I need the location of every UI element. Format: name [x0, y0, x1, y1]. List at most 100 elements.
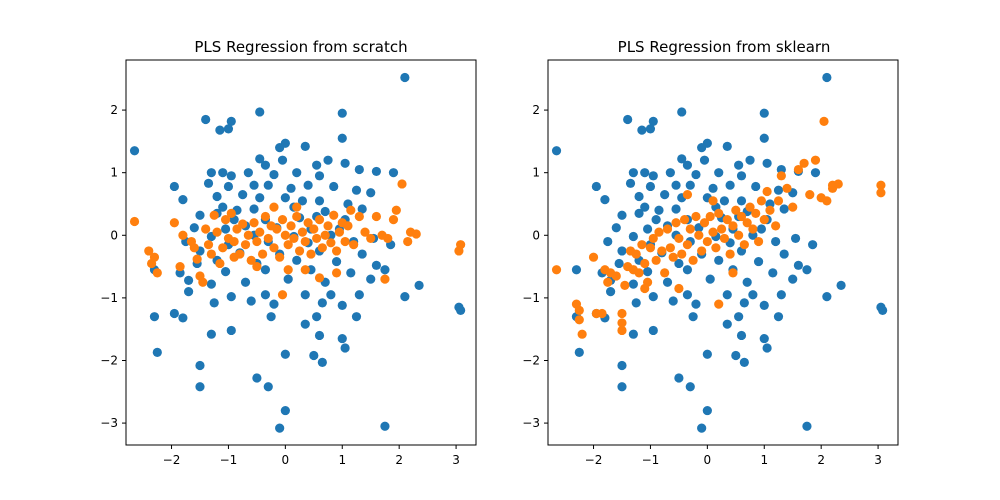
- data-point: [691, 299, 701, 309]
- data-point: [340, 343, 350, 353]
- data-point: [357, 204, 367, 214]
- data-point: [793, 260, 804, 270]
- data-point: [203, 240, 214, 250]
- data-point: [152, 268, 162, 278]
- data-point: [679, 215, 690, 225]
- data-point: [645, 124, 656, 134]
- data-point: [739, 298, 749, 308]
- data-point: [611, 271, 621, 281]
- data-point: [714, 255, 724, 265]
- data-point: [323, 221, 333, 231]
- data-point: [226, 116, 236, 126]
- y-tick-label: 0: [532, 228, 540, 242]
- data-point: [223, 124, 234, 134]
- data-point: [714, 299, 724, 309]
- data-point: [309, 224, 319, 234]
- data-point: [178, 230, 188, 240]
- data-point: [252, 261, 262, 272]
- data-point: [320, 230, 330, 240]
- data-point: [383, 233, 393, 244]
- data-point: [380, 265, 390, 275]
- panel-sklearn: PLS Regression from sklearn −2 −1 0 1 2 3−3−2…: [522, 38, 899, 467]
- data-point: [294, 246, 305, 256]
- data-point: [574, 347, 584, 357]
- x-tick-label: 3: [452, 453, 460, 467]
- data-point: [714, 208, 724, 218]
- data-point: [705, 211, 715, 222]
- data-point: [340, 158, 350, 168]
- data-point: [617, 360, 627, 371]
- data-point: [337, 133, 347, 143]
- data-point: [822, 292, 832, 302]
- data-point: [688, 255, 698, 265]
- data-point: [226, 292, 236, 302]
- data-point: [551, 146, 562, 156]
- data-point: [674, 373, 684, 383]
- data-point: [725, 249, 735, 259]
- data-point: [753, 236, 764, 247]
- data-point: [722, 215, 732, 225]
- data-point: [685, 382, 695, 392]
- data-point: [184, 275, 194, 285]
- data-point: [697, 246, 707, 256]
- data-point: [169, 218, 179, 228]
- data-point: [719, 196, 730, 206]
- data-point: [218, 168, 228, 178]
- panel-scratch: PLS Regression from scratch −2 −1 0 1 2 3−3−2…: [100, 38, 477, 467]
- data-point: [403, 236, 413, 247]
- data-point: [218, 243, 228, 253]
- data-point: [243, 168, 253, 178]
- data-point: [634, 208, 644, 218]
- x-tick-label: 1: [338, 453, 346, 467]
- data-point: [292, 168, 302, 178]
- data-point: [625, 178, 636, 188]
- data-point: [697, 423, 707, 433]
- data-point: [600, 195, 610, 205]
- x-tick-label: 0: [704, 453, 712, 467]
- data-point: [762, 343, 772, 353]
- data-point: [637, 125, 647, 135]
- data-point: [822, 72, 832, 83]
- data-point: [226, 208, 236, 218]
- x-tick-label: 3: [874, 453, 882, 467]
- data-point: [178, 195, 188, 205]
- data-point: [691, 211, 701, 222]
- data-point: [277, 215, 288, 225]
- data-point: [198, 277, 208, 287]
- data-point: [711, 243, 721, 253]
- data-point: [414, 280, 424, 290]
- data-point: [682, 160, 693, 170]
- data-point: [388, 215, 399, 225]
- data-point: [836, 280, 846, 290]
- y-tick-label: −1: [100, 291, 118, 305]
- data-point: [657, 246, 667, 256]
- data-point: [201, 114, 211, 125]
- data-point: [300, 141, 310, 151]
- data-point: [734, 160, 744, 170]
- data-point: [742, 218, 752, 228]
- data-point: [275, 252, 285, 262]
- data-point: [149, 252, 160, 262]
- data-point: [623, 114, 633, 125]
- data-point: [303, 218, 313, 228]
- data-point: [753, 256, 764, 267]
- data-point: [195, 210, 205, 220]
- data-point: [306, 249, 316, 259]
- data-point: [280, 349, 290, 359]
- data-point: [736, 330, 747, 341]
- data-point: [694, 230, 704, 240]
- data-point: [634, 191, 644, 202]
- data-point: [677, 154, 687, 164]
- data-point: [169, 308, 179, 319]
- data-point: [591, 181, 601, 192]
- data-point: [651, 255, 661, 265]
- data-point: [269, 202, 279, 212]
- scatter-series: [551, 116, 886, 339]
- x-tick-label: −2: [163, 453, 181, 467]
- y-tick-label: 1: [532, 166, 540, 180]
- data-point: [771, 221, 781, 231]
- data-point: [648, 116, 658, 126]
- data-point: [229, 252, 239, 262]
- data-point: [269, 243, 279, 253]
